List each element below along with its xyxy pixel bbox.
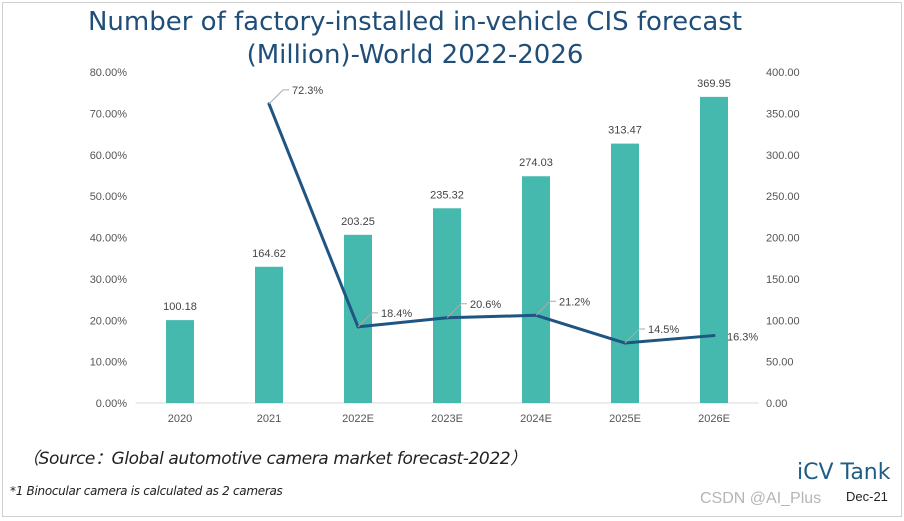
right-axis-tick: 250.00 <box>766 191 800 203</box>
title-line-2: (Million)-World 2022-2026 <box>246 40 584 70</box>
right-axis-tick: 100.00 <box>766 315 800 327</box>
x-axis-tick: 2025E <box>609 413 641 425</box>
line-series <box>267 103 715 345</box>
leader-line <box>357 312 378 328</box>
x-axis-tick: 2026E <box>698 413 730 425</box>
bar <box>166 320 194 403</box>
watermark: CSDN @AI_Plus <box>700 490 822 507</box>
leader-line <box>535 300 556 316</box>
logo: iCV Tank <box>797 460 891 485</box>
right-axis-tick: 400.00 <box>766 67 800 79</box>
left-axis-tick: 80.00% <box>90 67 128 79</box>
bar-label: 164.62 <box>252 248 286 260</box>
x-axis-tick: 2024E <box>520 413 552 425</box>
left-axis-tick: 70.00% <box>90 108 128 120</box>
right-axis-tick: 350.00 <box>766 108 800 120</box>
line-label: 18.4% <box>381 308 412 320</box>
line-label: 21.2% <box>559 296 590 308</box>
line-point <box>712 334 716 338</box>
right-axis-tick: 0.00 <box>766 398 787 410</box>
right-axis-tick: 150.00 <box>766 274 800 286</box>
title-line-1: Number of factory-installed in-vehicle C… <box>87 7 743 37</box>
left-axis-tick: 0.00% <box>96 398 127 410</box>
footnote: *1 Binocular camera is calculated as 2 c… <box>10 484 283 498</box>
left-axis-tick: 60.00% <box>90 150 128 162</box>
left-axis-tick: 20.00% <box>90 315 128 327</box>
bar <box>611 143 639 403</box>
right-axis-tick: 300.00 <box>766 150 800 162</box>
left-axis-tick: 50.00% <box>90 191 128 203</box>
bar <box>255 266 283 403</box>
bar <box>433 208 461 403</box>
bar-label: 203.25 <box>341 216 375 228</box>
bar-label: 100.18 <box>163 301 197 313</box>
left-axis-tick: 10.00% <box>90 357 128 369</box>
bar-label: 274.03 <box>519 157 553 169</box>
x-axis-tick: 2020 <box>168 413 192 425</box>
leader-line <box>446 303 467 319</box>
x-axis-tick: 2022E <box>342 413 374 425</box>
bar <box>344 234 372 403</box>
date-label: Dec-21 <box>846 489 888 504</box>
left-axis-tick: 40.00% <box>90 233 128 245</box>
leader-line <box>624 328 645 344</box>
bar <box>522 176 550 403</box>
line-label: 14.5% <box>648 324 679 336</box>
left-axis-tick: 30.00% <box>90 274 128 286</box>
bar-label: 235.32 <box>430 189 464 201</box>
line-label: 20.6% <box>470 299 501 311</box>
line-label: 16.3% <box>727 332 758 344</box>
bar-label: 313.47 <box>608 125 642 137</box>
line-label: 72.3% <box>292 85 323 97</box>
x-axis-tick: 2023E <box>431 413 463 425</box>
bar <box>700 96 728 403</box>
leader-line <box>268 89 289 105</box>
right-axis-tick: 200.00 <box>766 233 800 245</box>
bar-label: 369.95 <box>697 78 731 90</box>
x-axis-tick: 2021 <box>257 413 281 425</box>
source-text: （Source：Global automotive camera market … <box>22 449 527 469</box>
chart-title: Number of factory-installed in-vehicle C… <box>0 6 830 72</box>
right-axis-tick: 50.00 <box>766 357 794 369</box>
